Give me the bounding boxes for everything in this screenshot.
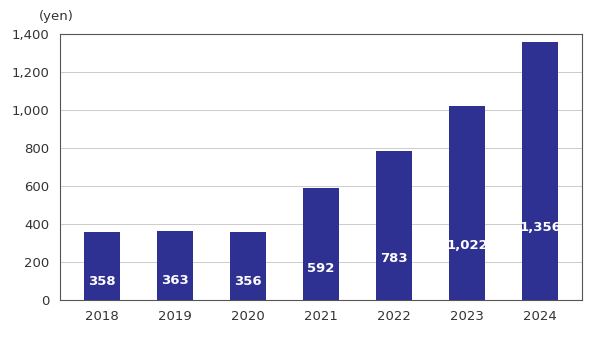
Text: 363: 363 — [161, 274, 189, 287]
Text: (yen): (yen) — [39, 10, 74, 23]
Text: 1,356: 1,356 — [519, 221, 561, 235]
Bar — [303, 188, 339, 300]
Bar — [376, 151, 412, 300]
Text: 356: 356 — [234, 275, 262, 288]
Bar — [522, 43, 558, 300]
Text: 358: 358 — [88, 275, 116, 287]
Bar — [449, 106, 485, 300]
Text: 783: 783 — [380, 252, 408, 265]
Bar — [230, 233, 266, 300]
Text: 1,022: 1,022 — [446, 239, 488, 252]
Bar — [157, 231, 193, 300]
Bar — [84, 232, 120, 300]
Text: 592: 592 — [307, 262, 335, 275]
